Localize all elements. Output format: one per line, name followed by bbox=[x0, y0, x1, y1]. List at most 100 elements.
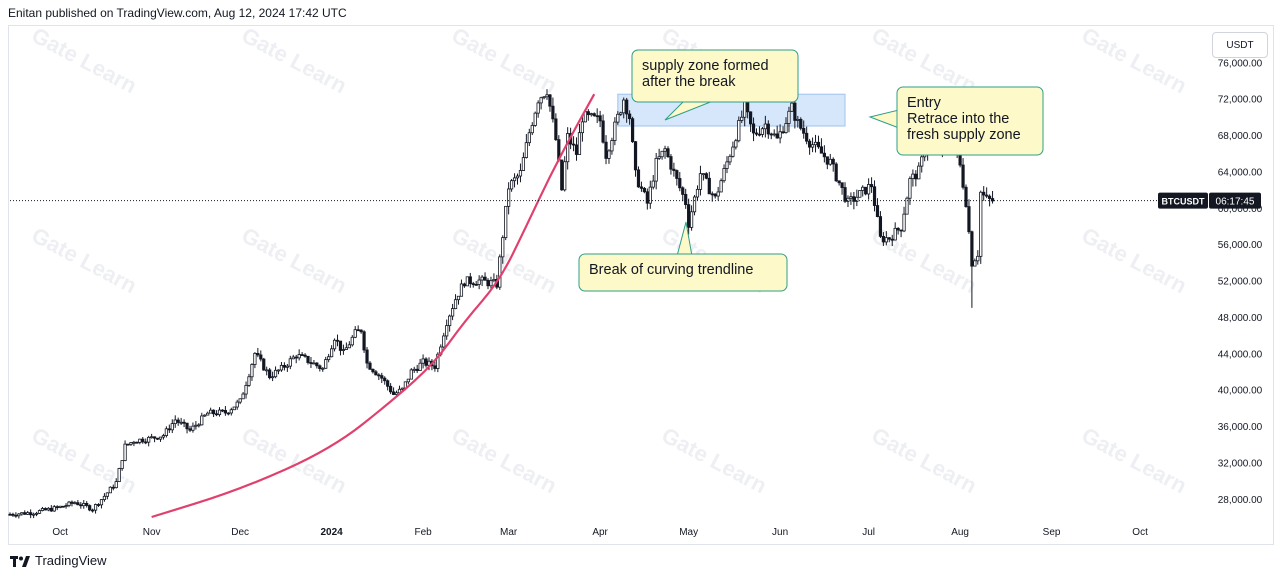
note-entry-line: fresh supply zone bbox=[907, 127, 1021, 143]
candle-body bbox=[828, 158, 832, 165]
candle-body bbox=[129, 442, 133, 445]
candle-body bbox=[790, 102, 794, 112]
watermark-text: Gate Learn bbox=[1078, 22, 1191, 98]
candle-body bbox=[297, 354, 301, 359]
candle-body bbox=[82, 503, 86, 507]
candle-body bbox=[300, 354, 304, 356]
candle-body bbox=[433, 365, 437, 369]
watermark-text: Gate Learn bbox=[28, 22, 141, 98]
candle-body bbox=[973, 260, 977, 267]
candle-body bbox=[695, 188, 700, 198]
candle-body bbox=[312, 362, 316, 365]
candle-body bbox=[362, 331, 366, 351]
candle-body bbox=[79, 504, 83, 507]
symbol-badge-text: BTCUSDT bbox=[1162, 197, 1205, 207]
candle-body bbox=[282, 364, 287, 368]
y-tick-label: 40,000.00 bbox=[1218, 386, 1263, 397]
candle-body bbox=[380, 375, 384, 379]
candle-body bbox=[861, 186, 865, 191]
candle-body bbox=[492, 279, 496, 282]
candle-body bbox=[672, 168, 676, 171]
currency-button[interactable]: USDT bbox=[1212, 32, 1268, 58]
candle-body bbox=[43, 508, 48, 511]
candle-body bbox=[356, 329, 360, 332]
candle-body bbox=[32, 513, 36, 516]
candle-body bbox=[775, 133, 779, 139]
note-entry-tail bbox=[868, 109, 900, 129]
candle-body bbox=[666, 148, 670, 157]
candle-body bbox=[459, 283, 464, 297]
candle-body bbox=[8, 513, 12, 516]
candle-body bbox=[285, 365, 289, 368]
candle-body bbox=[636, 169, 641, 188]
x-tick-label: Jun bbox=[772, 527, 788, 538]
candle-body bbox=[518, 170, 523, 177]
footer-brand[interactable]: TradingView bbox=[10, 553, 107, 568]
candle-body bbox=[580, 121, 585, 134]
candle-body bbox=[386, 380, 390, 387]
candle-body bbox=[37, 510, 42, 514]
candle-body bbox=[64, 505, 68, 507]
candle-body bbox=[867, 184, 871, 195]
candle-body bbox=[394, 392, 399, 395]
candle-body bbox=[917, 165, 921, 180]
candle-body bbox=[651, 180, 655, 188]
candle-body bbox=[793, 102, 797, 121]
candle-body bbox=[483, 276, 487, 281]
candle-body bbox=[716, 191, 720, 197]
candle-body bbox=[560, 159, 564, 191]
candle-body bbox=[628, 113, 632, 120]
candle-body bbox=[477, 279, 481, 285]
candle-body bbox=[99, 499, 104, 506]
candle-body bbox=[769, 133, 773, 136]
candle-body bbox=[265, 369, 269, 372]
candle-body bbox=[29, 512, 33, 516]
candle-body bbox=[837, 180, 841, 184]
candle-body bbox=[220, 409, 225, 412]
candle-body bbox=[371, 368, 375, 373]
candle-body bbox=[191, 425, 195, 431]
x-tick-label: Mar bbox=[500, 527, 518, 538]
candle-body bbox=[206, 412, 210, 416]
candle-body bbox=[480, 276, 484, 281]
candle-body bbox=[70, 501, 74, 504]
candle-body bbox=[902, 213, 906, 232]
candle-body bbox=[725, 161, 729, 169]
candle-body bbox=[507, 188, 511, 207]
candle-body bbox=[474, 284, 478, 286]
candle-body bbox=[607, 150, 611, 159]
candle-body bbox=[400, 387, 405, 390]
candle-body bbox=[11, 513, 15, 516]
candle-body bbox=[350, 336, 354, 346]
watermark-text: Gate Learn bbox=[238, 222, 351, 298]
candle-body bbox=[170, 423, 174, 431]
note-supply-zone-line: after the break bbox=[642, 74, 736, 90]
candle-body bbox=[979, 191, 983, 257]
candle-body bbox=[548, 94, 552, 107]
note-trendline-break: Break of curving trendline bbox=[578, 221, 788, 292]
candle-body bbox=[808, 140, 812, 148]
candle-body bbox=[179, 421, 183, 424]
note-entry-box bbox=[896, 86, 1044, 156]
candle-body bbox=[108, 486, 112, 494]
candle-body bbox=[616, 113, 620, 123]
candle-body bbox=[869, 184, 874, 188]
candle-body bbox=[740, 116, 744, 121]
candle-body bbox=[964, 186, 968, 207]
candle-body bbox=[141, 438, 145, 443]
candle-body bbox=[114, 481, 118, 489]
candle-body bbox=[982, 191, 986, 196]
candle-body bbox=[111, 486, 115, 489]
note-trendline-break-line: Break of curving trendline bbox=[589, 262, 753, 278]
candle-body bbox=[619, 112, 623, 115]
candle-body bbox=[173, 419, 177, 424]
candle-body bbox=[324, 359, 328, 369]
candle-body bbox=[737, 120, 741, 142]
watermark-text: Gate Learn bbox=[448, 22, 561, 98]
candle-body bbox=[123, 443, 127, 461]
candle-body bbox=[967, 206, 971, 233]
candle-body bbox=[689, 211, 694, 228]
